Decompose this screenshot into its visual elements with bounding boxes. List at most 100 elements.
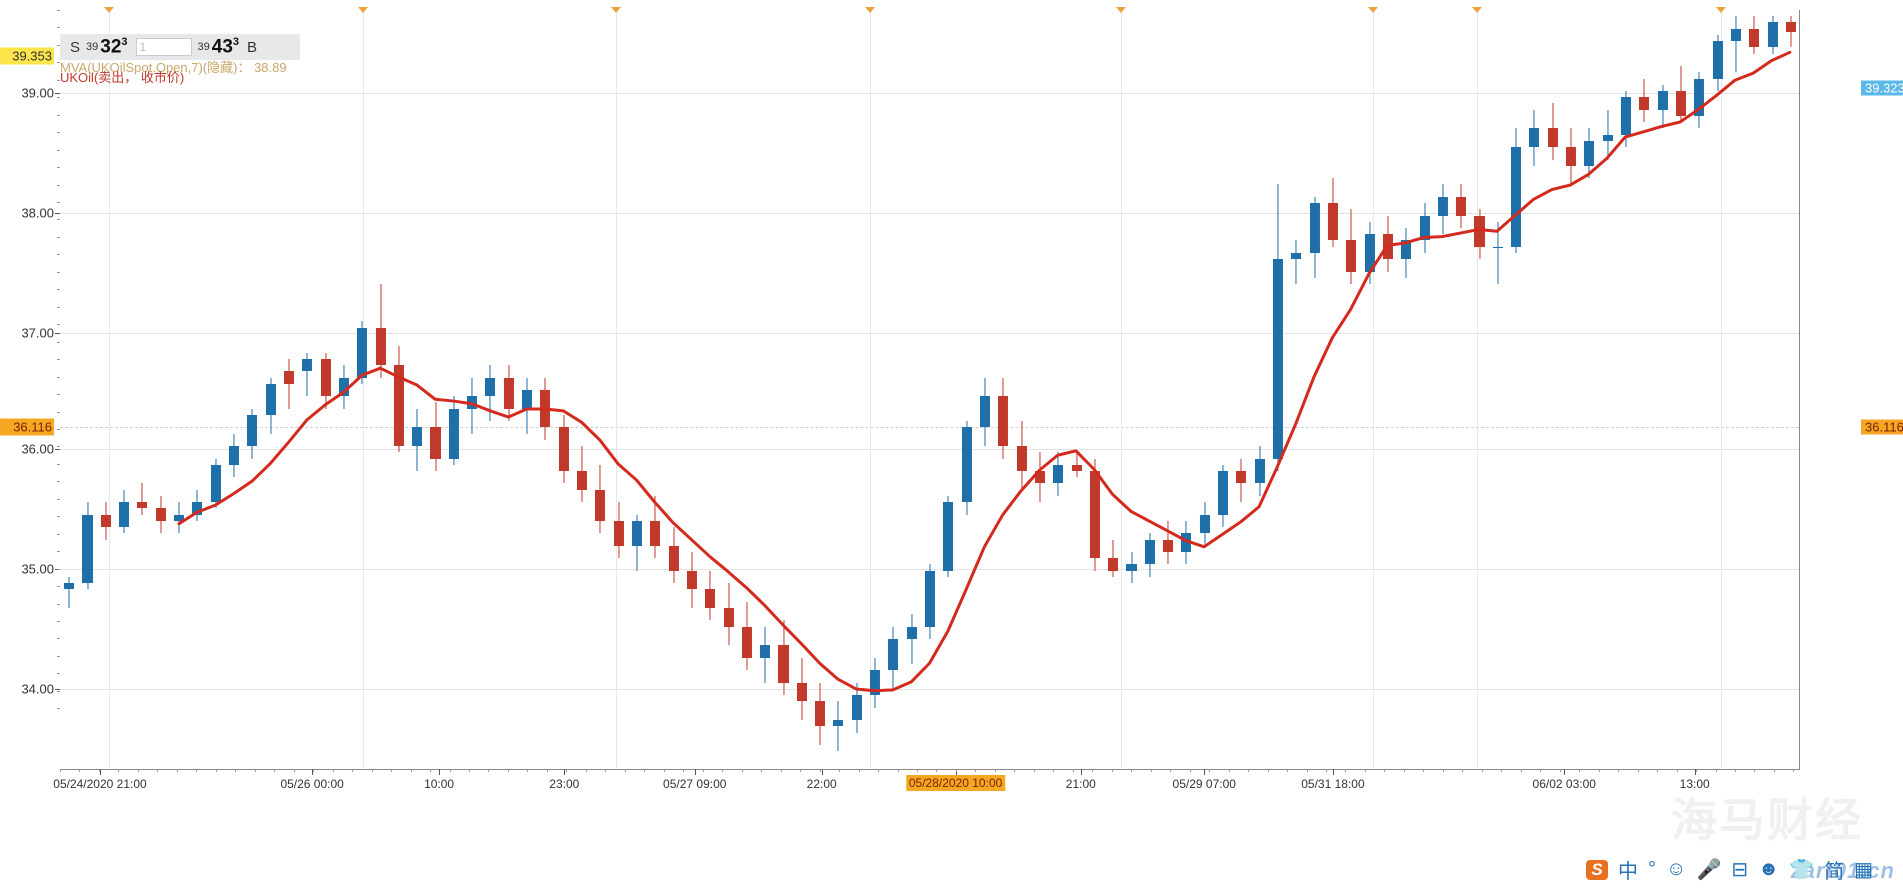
candlestick-bar[interactable] (614, 10, 624, 770)
language-icon[interactable]: 中 (1618, 855, 1638, 884)
candlestick-bar[interactable] (1639, 10, 1649, 770)
grid-icon[interactable]: ▦ (1854, 857, 1873, 882)
candlestick-bar[interactable] (760, 10, 770, 770)
candlestick-bar[interactable] (1548, 10, 1558, 770)
candlestick-bar[interactable] (119, 10, 129, 770)
candlestick-bar[interactable] (1218, 10, 1228, 770)
candlestick-bar[interactable] (577, 10, 587, 770)
keyboard-icon[interactable]: ⊟ (1731, 857, 1748, 882)
mic-icon[interactable]: 🎤 (1696, 857, 1721, 882)
candlestick-bar[interactable] (1346, 10, 1356, 770)
candlestick-bar[interactable] (64, 10, 74, 770)
order-size-input[interactable] (136, 38, 192, 56)
candlestick-bar[interactable] (1456, 10, 1466, 770)
candlestick-bar[interactable] (430, 10, 440, 770)
candlestick-bar[interactable] (1017, 10, 1027, 770)
candlestick-bar[interactable] (650, 10, 660, 770)
candlestick-bar[interactable] (394, 10, 404, 770)
candlestick-bar[interactable] (1419, 10, 1429, 770)
candlestick-bar[interactable] (815, 10, 825, 770)
candlestick-bar[interactable] (1566, 10, 1576, 770)
candlestick-bar[interactable] (925, 10, 935, 770)
candlestick-bar[interactable] (742, 10, 752, 770)
candlestick-bar[interactable] (540, 10, 550, 770)
candlestick-bar[interactable] (1310, 10, 1320, 770)
candlestick-bar[interactable] (1474, 10, 1484, 770)
candlestick-bar[interactable] (156, 10, 166, 770)
candlestick-bar[interactable] (797, 10, 807, 770)
degree-icon[interactable]: ° (1648, 858, 1656, 881)
candlestick-bar[interactable] (687, 10, 697, 770)
candlestick-bar[interactable] (192, 10, 202, 770)
brand-s-icon[interactable]: S (1586, 860, 1608, 880)
candlestick-bar[interactable] (1584, 10, 1594, 770)
candlestick-bar[interactable] (1529, 10, 1539, 770)
candlestick-bar[interactable] (101, 10, 111, 770)
candlestick-bar[interactable] (669, 10, 679, 770)
candlestick-bar[interactable] (852, 10, 862, 770)
candlestick-bar[interactable] (1493, 10, 1503, 770)
simple-icon[interactable]: 简 (1824, 855, 1844, 884)
candlestick-bar[interactable] (1603, 10, 1613, 770)
smiley-icon[interactable]: ☺ (1666, 858, 1686, 881)
candlestick-bar[interactable] (888, 10, 898, 770)
candlestick-bar[interactable] (1273, 10, 1283, 770)
candlestick-bar[interactable] (980, 10, 990, 770)
shirt-icon[interactable]: 👕 (1789, 857, 1814, 882)
candlestick-bar[interactable] (1767, 10, 1777, 770)
candlestick-bar[interactable] (632, 10, 642, 770)
candlestick-bar[interactable] (559, 10, 569, 770)
candlestick-bar[interactable] (375, 10, 385, 770)
candlestick-bar[interactable] (485, 10, 495, 770)
candlestick-bar[interactable] (1749, 10, 1759, 770)
candlestick-bar[interactable] (1181, 10, 1191, 770)
candlestick-bar[interactable] (504, 10, 514, 770)
candlestick-bar[interactable] (1328, 10, 1338, 770)
candlestick-bar[interactable] (357, 10, 367, 770)
candlestick-bar[interactable] (1365, 10, 1375, 770)
candlestick-bar[interactable] (595, 10, 605, 770)
candlestick-bar[interactable] (1713, 10, 1723, 770)
candlestick-bar[interactable] (284, 10, 294, 770)
candlestick-bar[interactable] (1786, 10, 1796, 770)
candlestick-bar[interactable] (137, 10, 147, 770)
candlestick-bar[interactable] (1621, 10, 1631, 770)
candlestick-bar[interactable] (907, 10, 917, 770)
candlestick-bar[interactable] (1126, 10, 1136, 770)
candlestick-bar[interactable] (1658, 10, 1668, 770)
candlestick-bar[interactable] (1163, 10, 1173, 770)
candlestick-bar[interactable] (339, 10, 349, 770)
candlestick-bar[interactable] (1108, 10, 1118, 770)
candlestick-bar[interactable] (998, 10, 1008, 770)
candlestick-bar[interactable] (943, 10, 953, 770)
candlestick-bar[interactable] (833, 10, 843, 770)
candlestick-bar[interactable] (1383, 10, 1393, 770)
candlestick-bar[interactable] (723, 10, 733, 770)
candlestick-bar[interactable] (1090, 10, 1100, 770)
candlestick-bar[interactable] (870, 10, 880, 770)
candlestick-bar[interactable] (1035, 10, 1045, 770)
candlestick-bar[interactable] (302, 10, 312, 770)
candlestick-bar[interactable] (82, 10, 92, 770)
candlestick-bar[interactable] (1053, 10, 1063, 770)
candlestick-bar[interactable] (1401, 10, 1411, 770)
candlestick-bar[interactable] (211, 10, 221, 770)
candlestick-bar[interactable] (705, 10, 715, 770)
plot-area[interactable]: 39.353 39.00 38.00 37.00 36.116 36.00 35.00 34.… (60, 10, 1800, 770)
candlestick-bar[interactable] (778, 10, 788, 770)
candlestick-bar[interactable] (1731, 10, 1741, 770)
candlestick-bar[interactable] (412, 10, 422, 770)
candlestick-bar[interactable] (1200, 10, 1210, 770)
candlestick-bar[interactable] (1255, 10, 1265, 770)
candlestick-bar[interactable] (449, 10, 459, 770)
candlestick-bar[interactable] (1236, 10, 1246, 770)
candlestick-bar[interactable] (962, 10, 972, 770)
candlestick-bar[interactable] (174, 10, 184, 770)
candlestick-bar[interactable] (1694, 10, 1704, 770)
candlestick-bar[interactable] (1291, 10, 1301, 770)
candlestick-bar[interactable] (1071, 10, 1081, 770)
candlestick-bar[interactable] (1511, 10, 1521, 770)
candlestick-bar[interactable] (321, 10, 331, 770)
candlestick-bar[interactable] (1438, 10, 1448, 770)
candlestick-bar[interactable] (467, 10, 477, 770)
